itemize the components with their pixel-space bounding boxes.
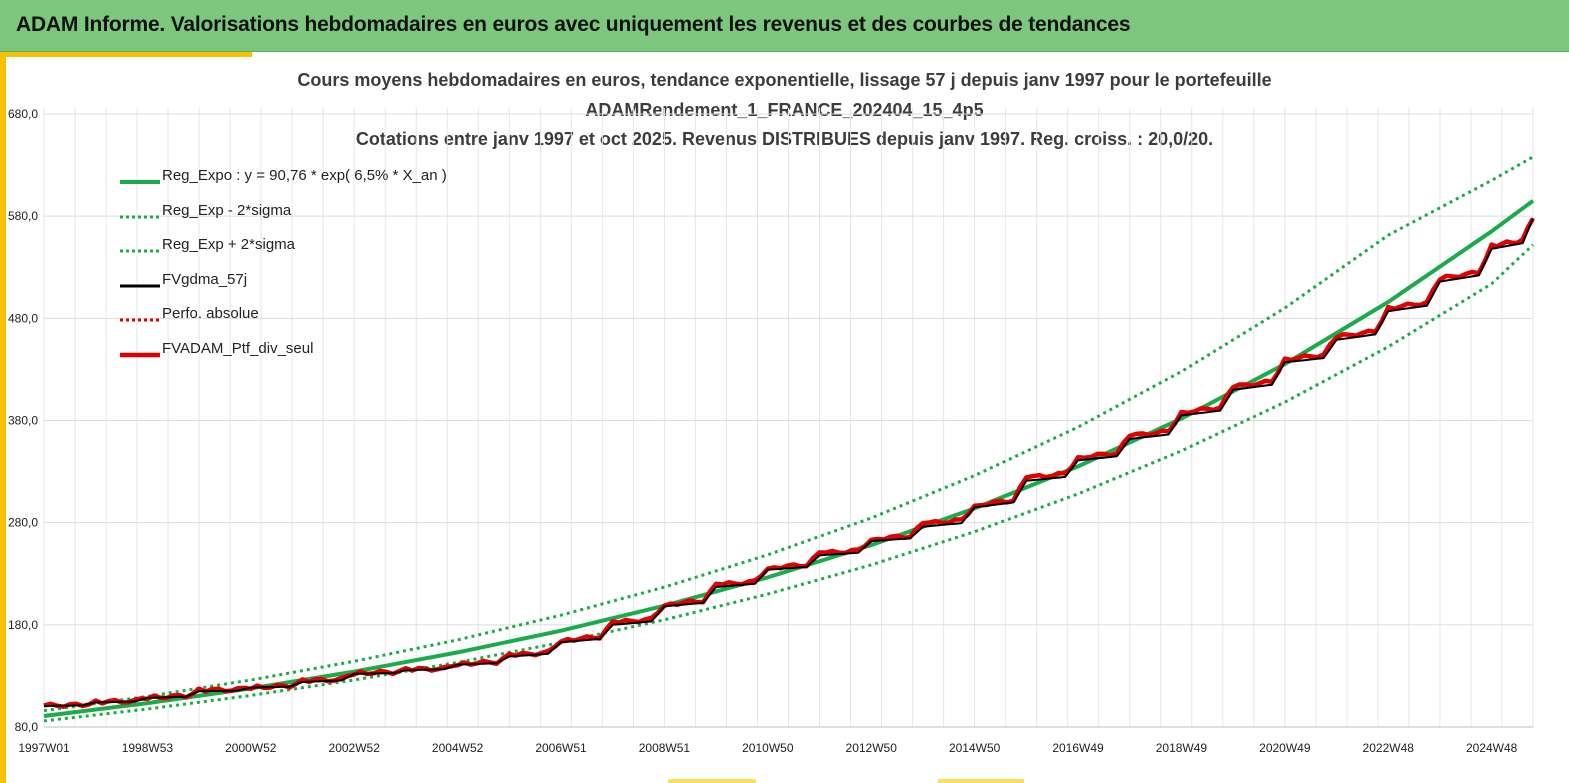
x-tick-label: 1998W53 xyxy=(122,741,174,755)
x-tick-label: 1997W01 xyxy=(18,741,70,755)
x-tick-label: 2024W48 xyxy=(1466,741,1518,755)
chart-title-line-3: Cotations entre janv 1997 et oct 2025. R… xyxy=(355,129,1214,149)
chart-axes: 80,0 180,0 280,0 380,0 480,0 580,0 680,0 1997W0… xyxy=(8,107,1533,755)
y-tick-label: 180,0 xyxy=(8,618,38,632)
app-header: ADAM Informe. Valorisations hebdomadaire… xyxy=(0,0,1569,52)
chart-title-line-2: ADAMRendement_1_FRANCE_202404_15_4p5 xyxy=(585,100,984,120)
legend-swatch-fvgdma xyxy=(120,284,160,287)
series-line-perfo xyxy=(43,217,1535,708)
y-tick-label: 580,0 xyxy=(8,209,38,223)
accent-bar-bottom xyxy=(668,779,756,783)
accent-bar-top xyxy=(0,52,252,57)
x-tick-label: 2002W52 xyxy=(329,741,381,755)
x-tick-label: 2022W48 xyxy=(1363,741,1415,755)
series-line-fvgdma xyxy=(43,217,1534,708)
x-tick-label: 2020W49 xyxy=(1259,741,1311,755)
legend-label: Reg_Expo : y = 90,76 * exp( 6,5% * X_an … xyxy=(162,167,447,184)
legend-swatch-portfolio xyxy=(120,352,160,357)
series-line-reg-exp-minus xyxy=(43,243,1535,723)
legend-label: Reg_Exp - 2*sigma xyxy=(162,201,292,219)
page-title: ADAM Informe. Valorisations hebdomadaire… xyxy=(16,13,1131,36)
x-tick-label: 2008W51 xyxy=(639,741,691,755)
y-tick-label: 280,0 xyxy=(8,516,38,530)
x-tick-label: 2010W50 xyxy=(742,741,794,755)
series-line-reg-exp-plus xyxy=(43,155,1534,713)
legend-swatch-perfo xyxy=(120,318,160,322)
chart-title-line-1: Cours moyens hebdomadaires en euros, ten… xyxy=(297,70,1272,90)
y-tick-label: 80,0 xyxy=(15,720,39,734)
accent-bar-left xyxy=(0,52,6,783)
legend-swatch-reg-exp-minus xyxy=(120,215,160,218)
x-tick-label: 2016W49 xyxy=(1052,741,1104,755)
legend-swatch-reg-expo xyxy=(120,180,160,184)
x-tick-label: 2012W50 xyxy=(846,741,898,755)
chart-grid xyxy=(43,108,1534,728)
legend-swatch-reg-exp-plus xyxy=(120,249,160,253)
legend-label: Reg_Exp + 2*sigma xyxy=(162,236,295,253)
legend-label: Perfo. absolue xyxy=(162,305,259,322)
y-tick-label: 480,0 xyxy=(8,311,38,325)
y-tick-label: 380,0 xyxy=(8,414,38,428)
x-tick-label: 2018W49 xyxy=(1156,741,1208,755)
x-tick-label: 2014W50 xyxy=(949,741,1001,755)
chart-series xyxy=(43,155,1535,723)
legend-label: FVgdma_57j xyxy=(162,270,248,288)
x-tick-label: 2006W51 xyxy=(535,741,587,755)
legend-label: FVADAM_Ptf_div_seul xyxy=(162,339,314,357)
x-tick-label: 2004W52 xyxy=(432,741,484,755)
y-tick-label: 680,0 xyxy=(8,107,38,121)
x-tick-label: 2000W52 xyxy=(225,741,277,755)
accent-bar-bottom xyxy=(938,779,1024,783)
